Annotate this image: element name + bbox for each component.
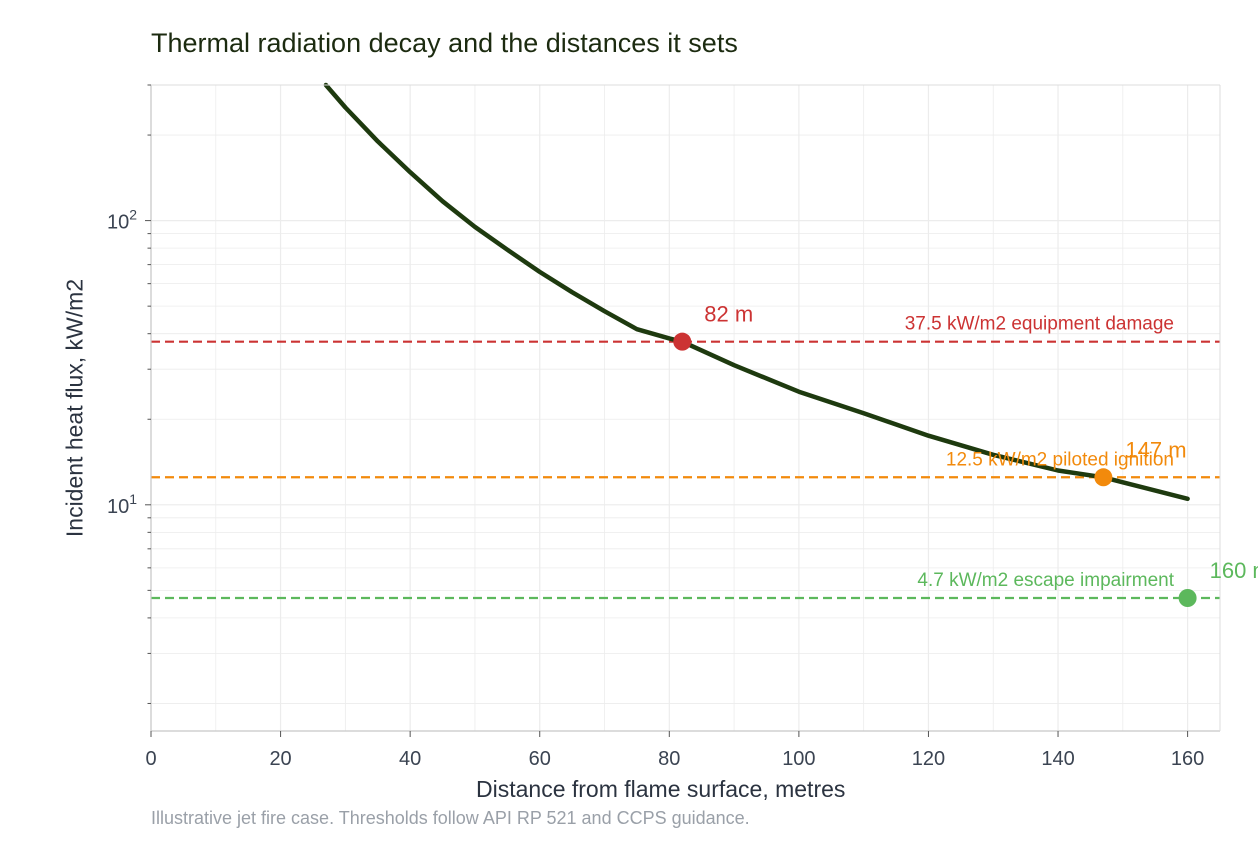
distance-label: 147 m (1125, 437, 1186, 462)
grid-layer (150, 84, 1220, 731)
x-tick-label: 100 (782, 748, 815, 770)
x-tick-label: 160 (1171, 748, 1204, 770)
marker-layer (673, 332, 1197, 607)
y-axis-label: Incident heat flux, kW/m2 (61, 278, 88, 538)
x-tick-label: 0 (145, 748, 156, 770)
heat-flux-curve (323, 82, 1190, 502)
axis-layer: 0 20 40 60 80 100 120 140 160 101 102 (107, 84, 1221, 770)
x-axis-label: Distance from flame surface, metres (476, 776, 846, 802)
y-tick-label: 102 (107, 207, 137, 234)
y-tick-label: 101 (107, 491, 137, 518)
label-layer: 37.5 kW/m2 equipment damage 82 m 12.5 kW/m… (704, 302, 1258, 591)
plot-area (151, 85, 1220, 731)
x-tick-label: 20 (269, 748, 291, 770)
x-tick-label: 120 (912, 748, 945, 770)
threshold-marker (1094, 468, 1113, 487)
x-tick-label: 140 (1041, 748, 1074, 770)
distance-label: 82 m (704, 302, 753, 327)
threshold-label: 37.5 kW/m2 equipment damage (905, 314, 1174, 335)
threshold-marker (1178, 588, 1197, 607)
chart-title: Thermal radiation decay and the distance… (151, 28, 738, 58)
chart-caption: Illustrative jet fire case. Thresholds f… (151, 808, 750, 828)
x-tick-label: 80 (658, 748, 680, 770)
x-tick-label: 40 (399, 748, 421, 770)
threshold-marker (673, 332, 692, 351)
curve-layer (323, 82, 1190, 502)
threshold-label: 12.5 kW/m2 piloted ignition (946, 449, 1174, 470)
x-tick-label: 60 (529, 748, 551, 770)
distance-label: 160 m (1210, 558, 1258, 583)
threshold-label: 4.7 kW/m2 escape impairment (917, 570, 1174, 591)
